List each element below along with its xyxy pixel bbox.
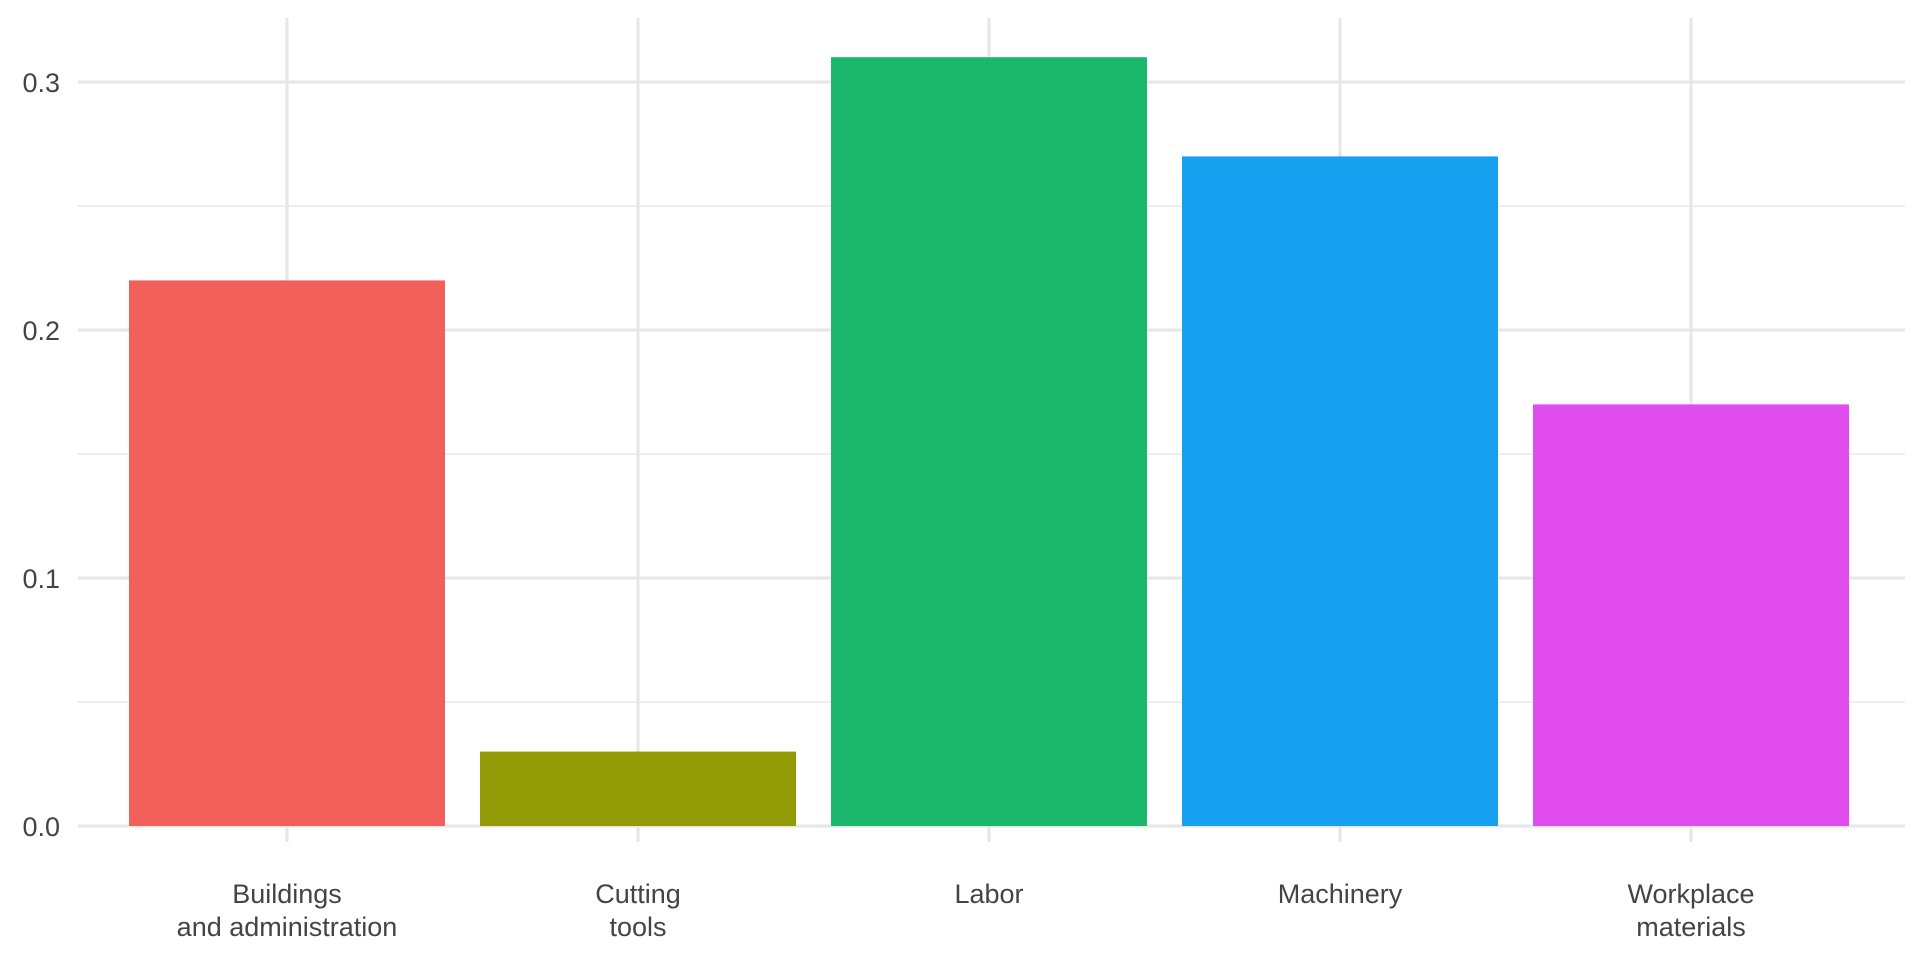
bar-machinery bbox=[1182, 156, 1498, 826]
y-tick-label: 0.2 bbox=[22, 316, 60, 346]
x-tick-label: Machinery bbox=[1278, 879, 1403, 909]
y-tick-label: 0.3 bbox=[22, 68, 60, 98]
x-tick-label-line: and administration bbox=[177, 912, 398, 942]
x-axis-tick-labels: Buildings and administration Cutting tools L… bbox=[177, 879, 1755, 942]
bars bbox=[129, 57, 1849, 826]
x-tick-label-line: Workplace bbox=[1627, 879, 1754, 909]
x-tick-label-line: tools bbox=[609, 912, 666, 942]
x-tick-label: Cutting tools bbox=[595, 879, 681, 942]
bar-buildings-and-administration bbox=[129, 280, 445, 826]
x-tick-label-line: Labor bbox=[954, 879, 1023, 909]
bar-cutting-tools bbox=[480, 751, 796, 826]
x-tick-label-line: Buildings bbox=[232, 879, 342, 909]
x-tick-label: Labor bbox=[954, 879, 1023, 909]
y-axis-tick-labels: 0.0 0.1 0.2 0.3 bbox=[22, 68, 60, 842]
x-tick-label: Workplace materials bbox=[1627, 879, 1754, 942]
x-tick-label-line: Machinery bbox=[1278, 879, 1403, 909]
bar-workplace-materials bbox=[1533, 404, 1849, 826]
bar-labor bbox=[831, 57, 1147, 826]
x-tick-label-line: materials bbox=[1636, 912, 1746, 942]
y-tick-label: 0.0 bbox=[22, 812, 60, 842]
y-tick-label: 0.1 bbox=[22, 564, 60, 594]
x-tick-label-line: Cutting bbox=[595, 879, 681, 909]
x-tick-label: Buildings and administration bbox=[177, 879, 398, 942]
